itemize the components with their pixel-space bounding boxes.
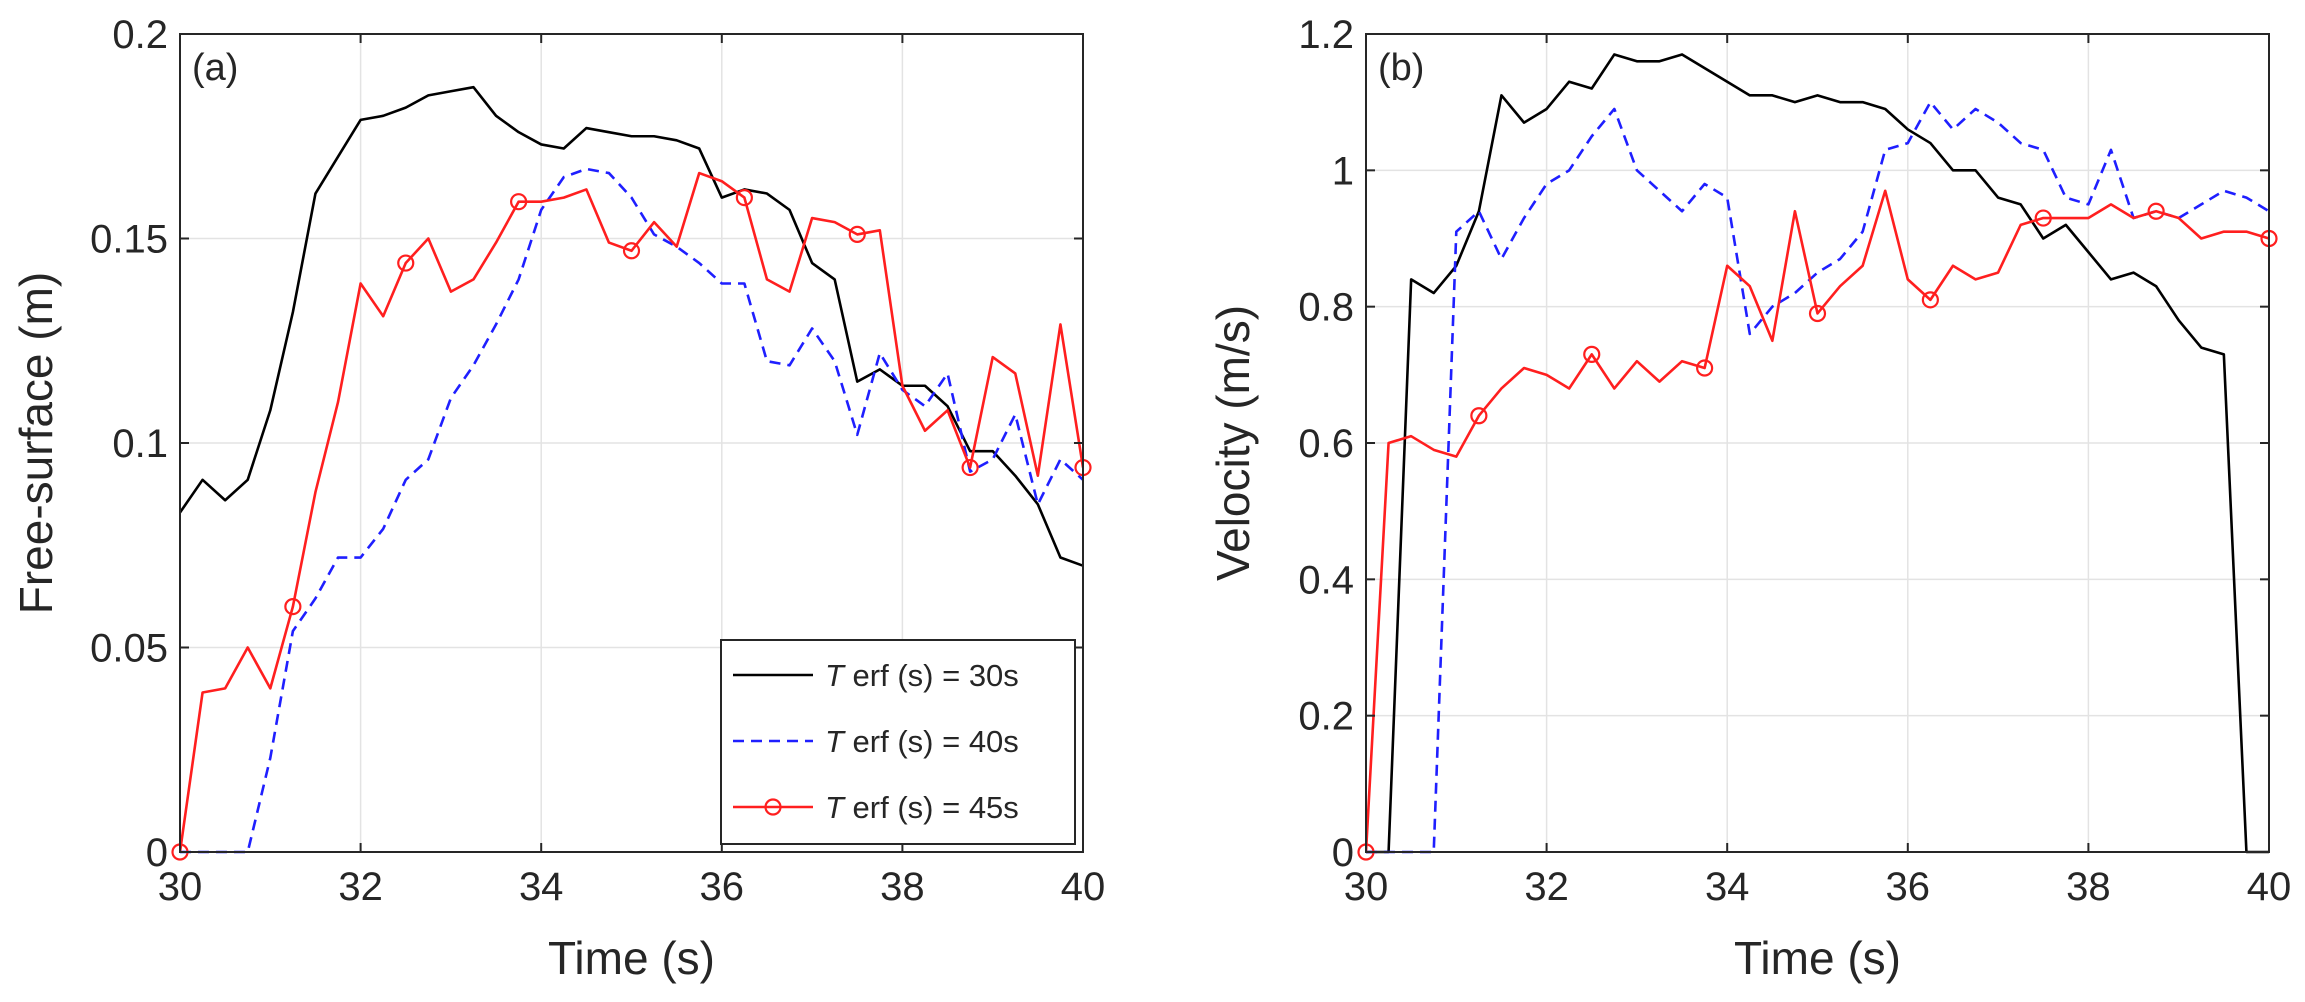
legend-entry-italic: T <box>825 724 846 759</box>
panel-b-y-tick-label: 0.2 <box>1298 695 1354 739</box>
legend-entry-italic: T <box>825 790 846 825</box>
panel-a-series-marker-3 <box>848 225 866 244</box>
legend-entry-2: T erf (s) = 40s <box>825 724 1019 759</box>
panel-b-x-tick-label: 30 <box>1344 865 1389 909</box>
panel-a-series-line-2 <box>180 167 1083 854</box>
panel-a-series-marker-3 <box>961 458 979 477</box>
panel-a-free-surface-chart: 30 32 34 36 38 40 0 0.05 0.1 0.15 0.2 Time (s) Free-… <box>10 13 1105 984</box>
panel-a-series-marker-3 <box>510 193 528 211</box>
panel-b-series-marker-3 <box>2147 202 2165 220</box>
panel-a-series-marker-3 <box>622 242 641 260</box>
panel-b-velocity-chart: 30 32 34 36 38 40 0 0.2 0.4 0.6 0.8 1 1.2 Time (s) Vel… <box>1207 13 2291 984</box>
panel-a-series-marker-3 <box>397 254 415 272</box>
panel-b-y-tick-label: 0 <box>1332 831 1354 875</box>
legend-entry-text: erf (s) = 40s <box>844 724 1019 759</box>
panel-b-y-tick-label: 0.4 <box>1298 558 1354 602</box>
panel-b-y-tick-label: 1.2 <box>1298 13 1354 57</box>
panel-a-x-tick-label: 30 <box>158 865 203 909</box>
panel-a-x-tick-label: 32 <box>338 865 383 909</box>
panel-a-x-tick-label: 34 <box>519 865 564 909</box>
panel-a-x-tick-label: 38 <box>880 865 925 909</box>
panel-b-series-marker-3 <box>1583 345 1601 363</box>
panel-a-panel-label: (a) <box>192 47 238 89</box>
panel-a-series-marker-3 <box>284 597 302 616</box>
panel-b-series-marker-3 <box>1808 304 1827 323</box>
panel-a-y-tick-label: 0.1 <box>112 422 168 466</box>
legend-entry-3: T erf (s) = 45s <box>825 790 1019 825</box>
panel-a-y-tick-label: 0.15 <box>90 218 168 262</box>
panel-b-series-line-3 <box>1366 189 2269 853</box>
panel-b-x-tick-label: 32 <box>1524 865 1569 909</box>
panel-a-series-marker-3 <box>735 189 753 207</box>
panel-a-y-axis-label: Free-surface (m) <box>10 272 62 614</box>
panel-a-series-line-1 <box>180 85 1083 567</box>
panel-b-y-tick-label: 0.8 <box>1298 286 1354 330</box>
panel-a-series-line-3 <box>180 171 1083 853</box>
panel-b-series-line-1 <box>1366 53 2269 854</box>
legend-entry-1: T erf (s) = 30s <box>825 658 1019 693</box>
panel-b-series-line-2 <box>1366 100 2269 854</box>
panel-b-y-axis-label: Velocity (m/s) <box>1207 305 1259 581</box>
legend-entry-text: erf (s) = 30s <box>844 658 1019 693</box>
panel-a-x-tick-label: 40 <box>1061 865 1106 909</box>
panel-a-y-tick-label: 0.2 <box>112 13 168 57</box>
panel-b-series-marker-3 <box>1696 359 1714 377</box>
legend-entry-italic: T <box>825 658 846 693</box>
panel-b-y-tick-label: 0.6 <box>1298 422 1354 466</box>
panel-b-panel-label: (b) <box>1378 47 1424 89</box>
panel-b-y-tick-label: 1 <box>1332 149 1354 193</box>
panel-b-x-tick-label: 38 <box>2066 865 2111 909</box>
panel-a-x-axis-label: Time (s) <box>548 932 715 984</box>
panel-b-x-tick-label: 40 <box>2247 865 2292 909</box>
panel-b-x-tick-label: 34 <box>1705 865 1750 909</box>
legend-swatch-marker-3 <box>764 798 782 816</box>
panel-b-x-tick-label: 36 <box>1886 865 1931 909</box>
panel-b-x-axis-label: Time (s) <box>1734 932 1901 984</box>
panel-a-y-tick-label: 0 <box>146 831 168 875</box>
panel-b-series-marker-3 <box>1470 407 1488 425</box>
panel-b-series-marker-3 <box>2034 209 2052 227</box>
panel-a-x-tick-label: 36 <box>700 865 745 909</box>
panel-b-series-marker-3 <box>1921 291 1939 309</box>
panel-a-y-tick-label: 0.05 <box>90 627 168 671</box>
legend-entry-text: erf (s) = 45s <box>844 790 1019 825</box>
